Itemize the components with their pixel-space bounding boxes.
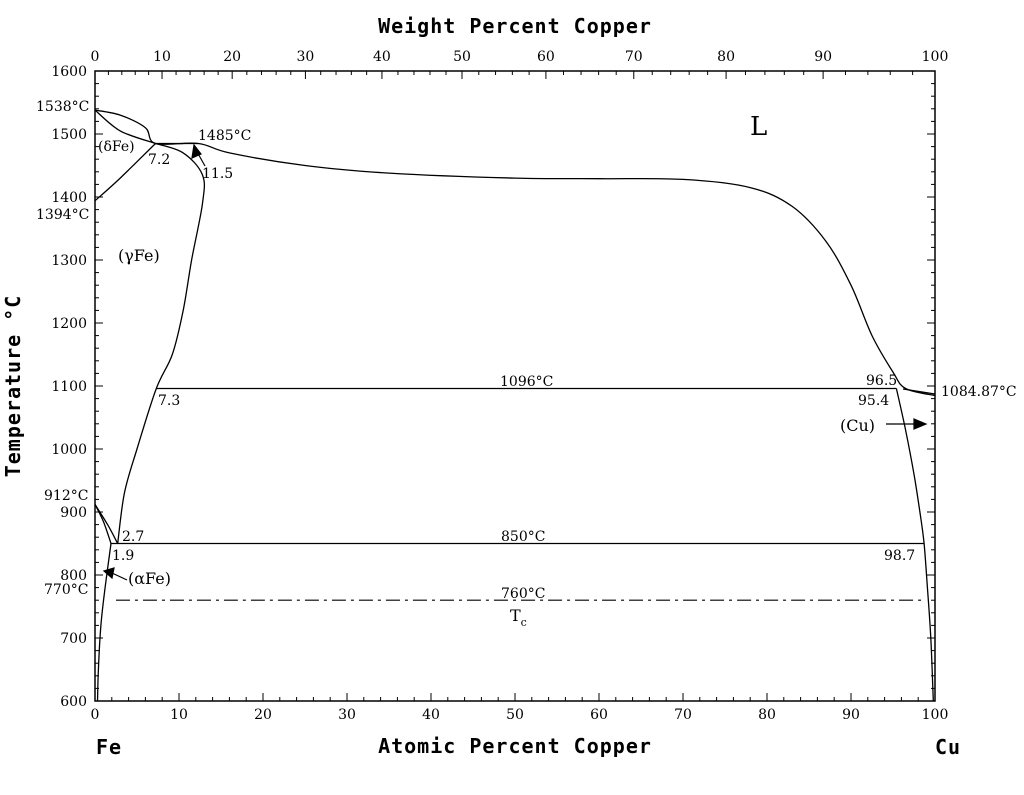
- x-tick-label: 70: [674, 707, 692, 723]
- top-tick-label: 20: [223, 49, 241, 65]
- x-axis-title: Atomic Percent Copper: [378, 734, 652, 758]
- x-tick-label: 30: [338, 707, 356, 723]
- y-axis-title: Temperature °C: [1, 295, 25, 478]
- top-tick-label: 30: [297, 49, 315, 65]
- y-tick-label: 1400: [51, 190, 87, 206]
- bottom-axis-ticks: 0 10 20 30 40 50 60 70 80 90 100: [91, 693, 949, 723]
- y-tick-label: 700: [60, 631, 87, 647]
- phase-boundary-line: [94, 143, 156, 202]
- y-tick-label: 900: [60, 505, 87, 521]
- top-tick-label: 50: [453, 49, 471, 65]
- phase-boundary-line: [94, 109, 936, 397]
- temp-850: 850°C: [501, 529, 545, 545]
- top-tick-label: 70: [625, 49, 643, 65]
- temp-1394: 1394°C: [36, 207, 89, 223]
- phase-boundary-line: [96, 543, 112, 702]
- top-tick-label: 90: [814, 49, 832, 65]
- temp-1485: 1485°C: [198, 128, 251, 144]
- arrow-alpha-line: [111, 572, 128, 581]
- x-tick-label: 0: [91, 707, 100, 723]
- x-tick-label: 80: [758, 707, 776, 723]
- left-axis-ticks: 600 700 800 900 1000 1100 1200 1300 1400 1500 1600: [51, 64, 103, 710]
- curie-t: T: [510, 606, 521, 625]
- comp-98-7: 98.7: [884, 548, 915, 564]
- top-tick-label: 60: [537, 49, 555, 65]
- cu-phase-label: (Cu): [840, 416, 875, 435]
- x-tick-label: 50: [506, 707, 524, 723]
- top-tick-label: 0: [91, 49, 100, 65]
- temp-1538: 1538°C: [36, 99, 89, 115]
- x-tick-label: 100: [922, 707, 949, 723]
- arrow-cu-head: [913, 418, 928, 430]
- top-axis-title: Weight Percent Copper: [378, 14, 652, 38]
- cu-end-label: Cu: [935, 735, 961, 759]
- comp-7-3: 7.3: [158, 393, 180, 409]
- y-tick-label: 1100: [51, 379, 87, 395]
- comp-1-9: 1.9: [112, 548, 134, 564]
- gamma-fe-label: (γFe): [118, 246, 160, 265]
- y-tick-label: 1300: [51, 253, 87, 269]
- comp-7-2: 7.2: [148, 152, 170, 168]
- top-axis-ticks: 0 10 20 30 40 50 60 70 80 90 100: [91, 49, 949, 79]
- x-tick-label: 60: [590, 707, 608, 723]
- y-tick-label: 1200: [51, 316, 87, 332]
- x-tick-label: 40: [422, 707, 440, 723]
- comp-11-5: 11.5: [202, 166, 233, 182]
- x-tick-label: 10: [170, 707, 188, 723]
- temp-760: 760°C: [501, 586, 545, 602]
- top-tick-label: 40: [373, 49, 391, 65]
- curie-sub: c: [521, 616, 527, 629]
- arrows: [102, 143, 936, 581]
- y-tick-label: 1600: [51, 64, 87, 80]
- phase-boundaries: [94, 109, 936, 702]
- phase-boundary-line: [117, 142, 206, 544]
- top-tick-label: 80: [717, 49, 735, 65]
- x-tick-label: 90: [842, 707, 860, 723]
- liquid-label: L: [750, 112, 767, 142]
- arrow-alpha-head: [102, 567, 115, 580]
- phase-boundary-line: [94, 109, 156, 145]
- top-tick-label: 10: [153, 49, 171, 65]
- comp-96-5: 96.5: [866, 373, 897, 389]
- phase-boundary-line: [94, 504, 112, 544]
- temp-1084: 1084.87°C: [941, 384, 1017, 400]
- comp-2-7: 2.7: [122, 529, 144, 545]
- x-tick-label: 20: [254, 707, 272, 723]
- arrow-cu-melt-line: [902, 388, 936, 395]
- top-tick-label: 100: [922, 49, 949, 65]
- alpha-fe-label: (αFe): [128, 569, 171, 588]
- y-tick-label: 600: [60, 694, 87, 710]
- y-tick-label: 1000: [51, 442, 87, 458]
- delta-fe-label: (δFe): [98, 139, 135, 155]
- phase-boundary-line: [895, 388, 934, 702]
- comp-95-4: 95.4: [858, 393, 889, 409]
- temp-1096: 1096°C: [500, 374, 553, 390]
- temp-912: 912°C: [44, 488, 88, 504]
- y-tick-label: 800: [60, 568, 87, 584]
- y-tick-label: 1500: [51, 127, 87, 143]
- arrow-11-5-head: [191, 143, 202, 159]
- fe-end-label: Fe: [96, 735, 122, 759]
- curie-label: Tc: [510, 606, 527, 629]
- temp-770: 770°C: [44, 582, 88, 598]
